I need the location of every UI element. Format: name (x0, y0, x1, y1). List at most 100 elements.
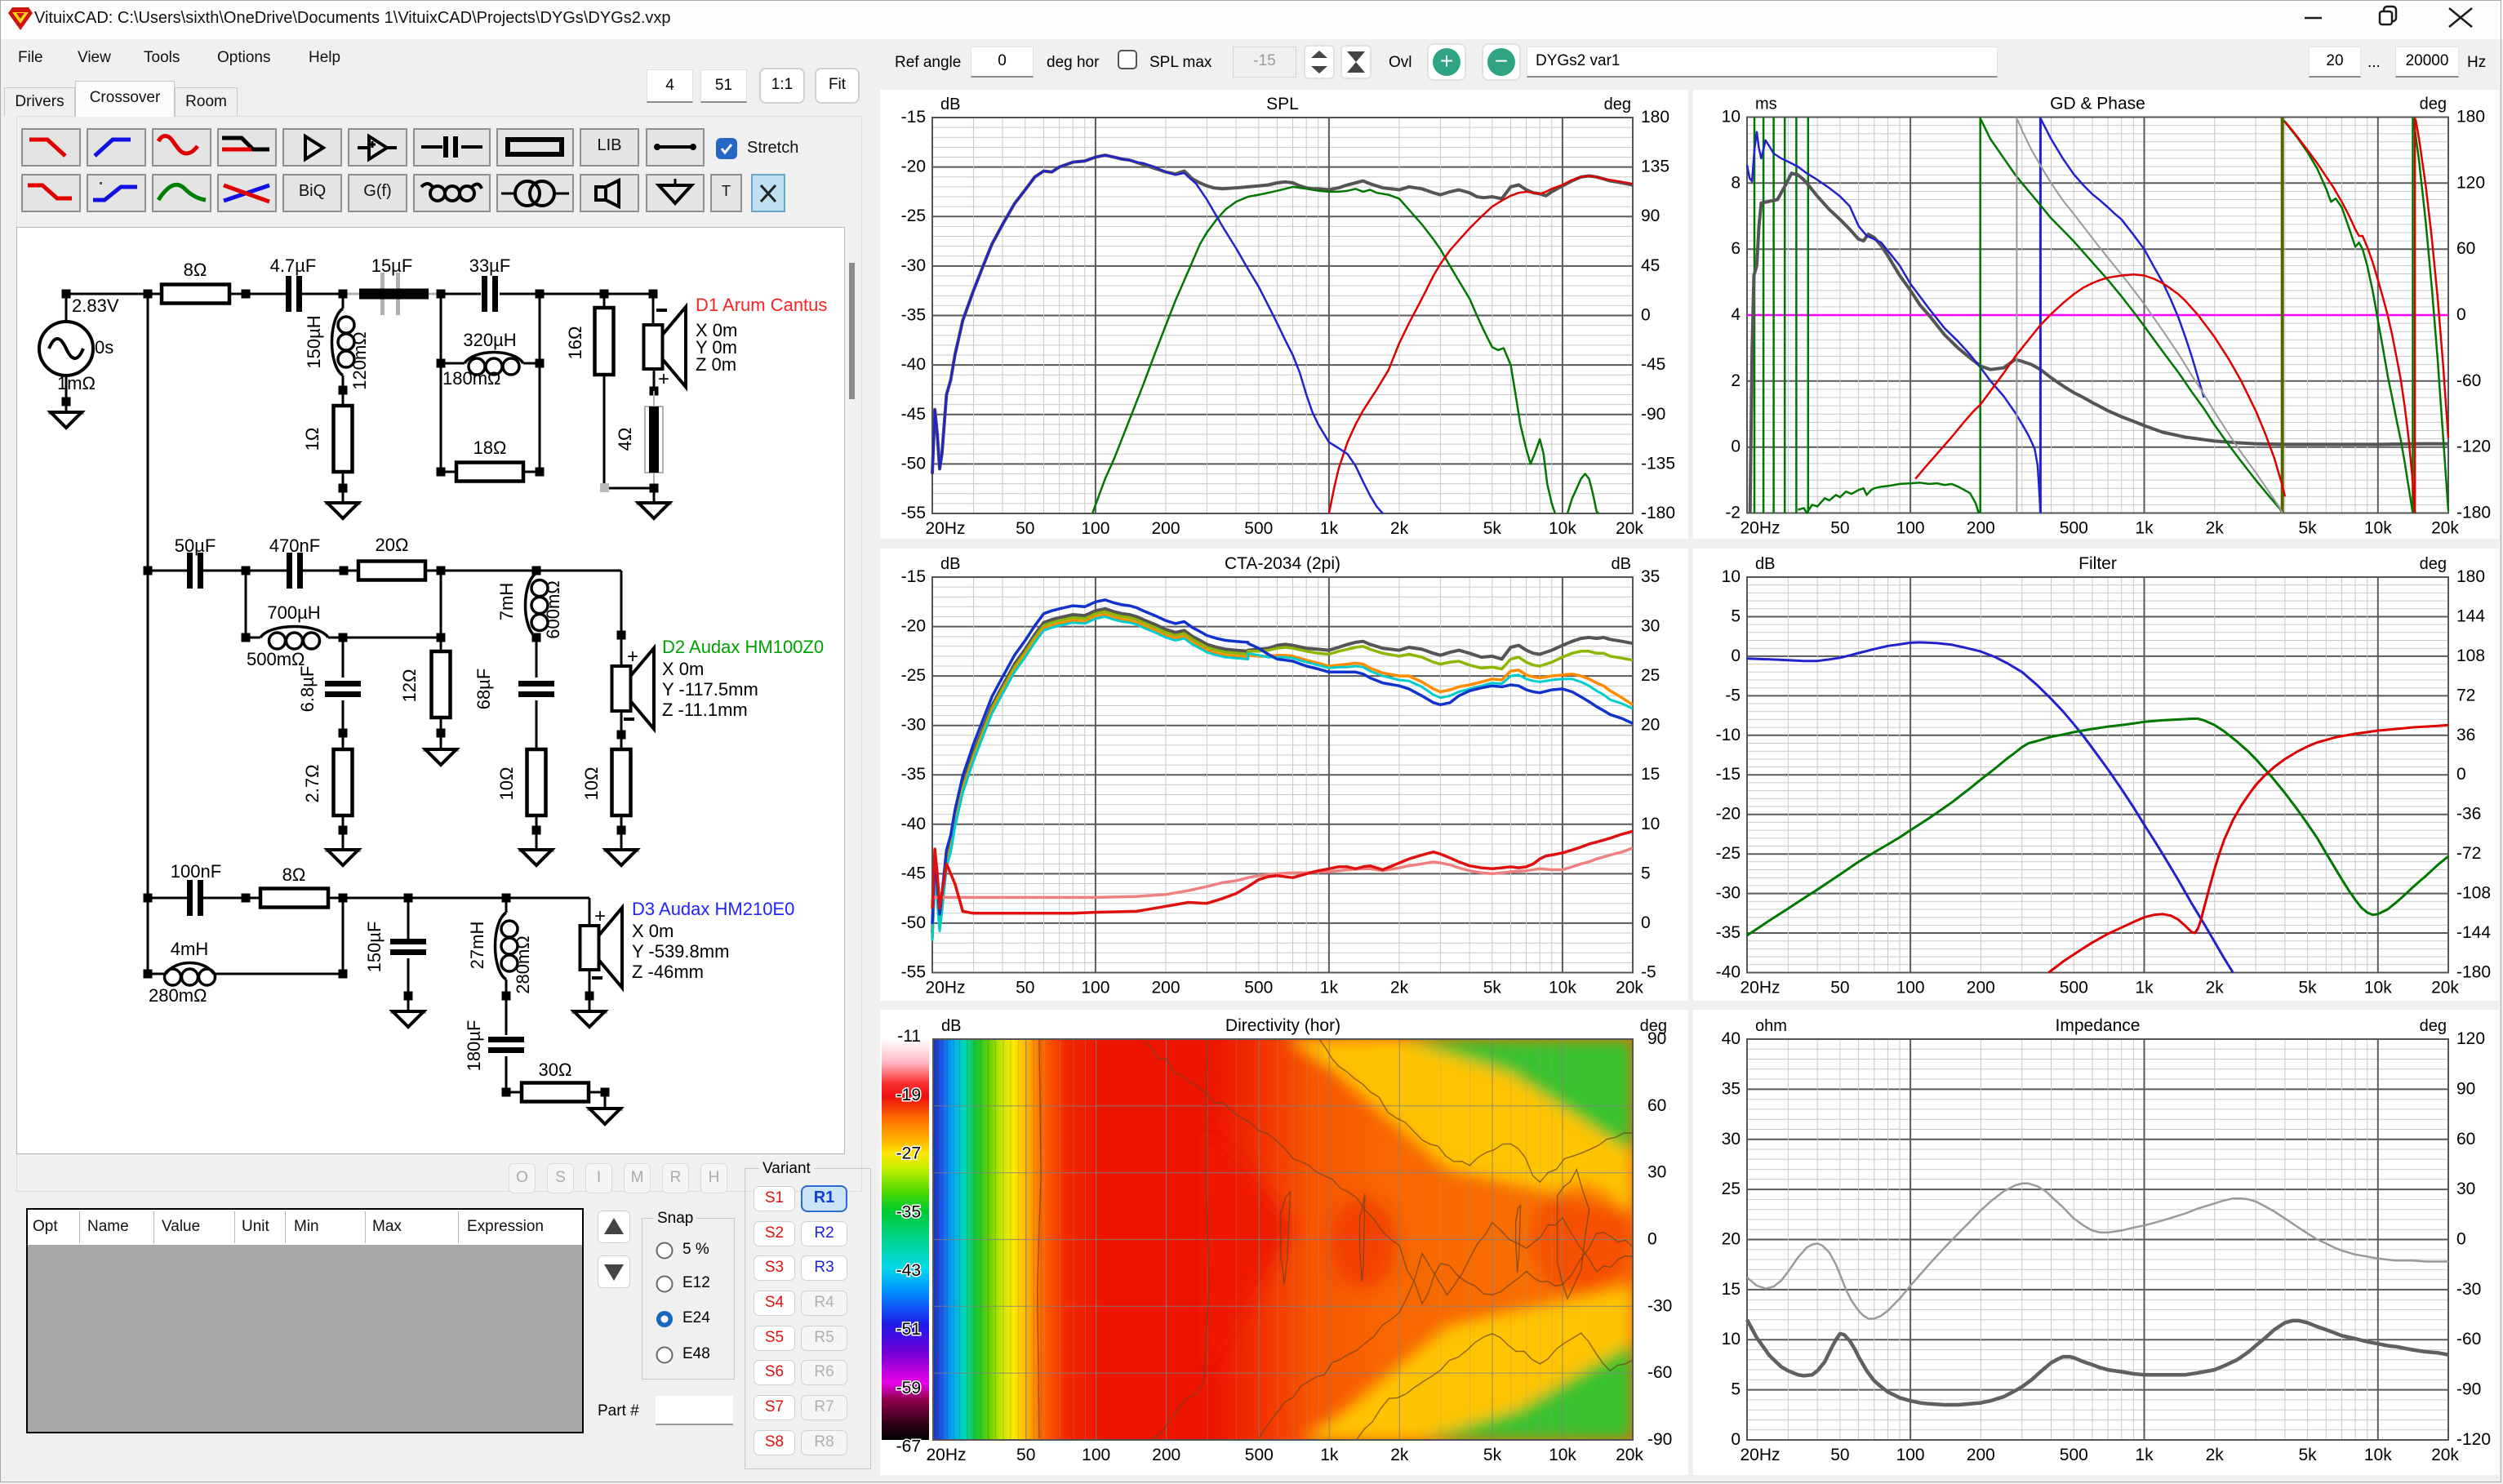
svg-text:-120: -120 (2456, 1430, 2491, 1449)
svg-text:10k: 10k (2364, 1446, 2392, 1464)
svg-text:Z 0m: Z 0m (696, 354, 736, 375)
svg-text:-35: -35 (1716, 923, 1741, 942)
svg-text:-15: -15 (901, 567, 926, 586)
svg-text:-36: -36 (2456, 805, 2481, 824)
svg-text:-90: -90 (2456, 1380, 2481, 1399)
svg-text:8Ω: 8Ω (282, 864, 306, 885)
svg-text:50: 50 (1016, 979, 1034, 997)
svg-text:200: 200 (1967, 1446, 1995, 1464)
svg-text:30: 30 (1647, 1163, 1666, 1182)
svg-text:-40: -40 (901, 815, 926, 833)
svg-text:1k: 1k (1320, 1446, 1339, 1464)
svg-text:8: 8 (1731, 173, 1741, 192)
svg-text:5k: 5k (1483, 519, 1502, 538)
svg-text:Z -46mm: Z -46mm (632, 962, 704, 982)
svg-text:135: 135 (1641, 158, 1669, 176)
svg-text:500mΩ: 500mΩ (247, 649, 305, 669)
svg-text:10: 10 (1722, 567, 1741, 586)
svg-text:10k: 10k (2364, 979, 2392, 997)
svg-text:-25: -25 (1716, 844, 1741, 863)
svg-text:280mΩ: 280mΩ (149, 985, 207, 1006)
svg-text:15µF: 15µF (371, 255, 413, 276)
svg-text:dB: dB (941, 1017, 961, 1035)
svg-text:5k: 5k (1483, 979, 1502, 997)
svg-text:500: 500 (1245, 1446, 1274, 1464)
svg-text:20k: 20k (1616, 519, 1643, 538)
svg-text:2k: 2k (2206, 519, 2225, 538)
svg-text:X 0m: X 0m (696, 320, 737, 340)
svg-text:120: 120 (2456, 173, 2485, 192)
svg-text:20: 20 (1722, 1230, 1741, 1249)
svg-text:5k: 5k (1483, 1446, 1502, 1464)
svg-text:20: 20 (1641, 716, 1660, 735)
svg-text:-40: -40 (1716, 963, 1741, 982)
svg-text:deg: deg (1604, 96, 1631, 113)
svg-text:2k: 2k (1390, 1446, 1409, 1464)
svg-text:10k: 10k (1549, 979, 1576, 997)
svg-text:25: 25 (1722, 1180, 1741, 1198)
svg-text:1k: 1k (2135, 1446, 2154, 1464)
svg-text:Y -117.5mm: Y -117.5mm (662, 679, 758, 700)
svg-text:0: 0 (1641, 306, 1651, 325)
svg-text:1k: 1k (1320, 519, 1339, 538)
svg-text:10Ω: 10Ω (581, 767, 602, 801)
svg-text:4: 4 (1731, 305, 1741, 324)
svg-text:5: 5 (1731, 1380, 1741, 1399)
svg-text:30: 30 (2456, 1180, 2475, 1198)
svg-text:dB: dB (1612, 555, 1631, 573)
svg-text:-67: -67 (896, 1437, 921, 1456)
svg-text:20k: 20k (2431, 519, 2459, 538)
svg-text:500: 500 (2060, 519, 2088, 538)
svg-text:100: 100 (1896, 1446, 1925, 1464)
svg-text:20Hz: 20Hz (926, 1446, 966, 1464)
svg-text:5k: 5k (2299, 519, 2318, 538)
svg-text:-25: -25 (901, 666, 926, 685)
svg-text:20Hz: 20Hz (1740, 1446, 1780, 1464)
svg-text:-180: -180 (2456, 504, 2491, 522)
svg-text:5: 5 (1731, 607, 1741, 626)
svg-text:30: 30 (1722, 1130, 1741, 1149)
svg-text:-60: -60 (2456, 371, 2481, 390)
svg-text:20Ω: 20Ω (376, 535, 409, 555)
svg-text:20k: 20k (2431, 979, 2459, 997)
svg-text:50: 50 (1830, 979, 1849, 997)
svg-text:deg: deg (2420, 1017, 2447, 1035)
svg-text:1mΩ: 1mΩ (57, 373, 96, 393)
svg-text:20Hz: 20Hz (925, 519, 965, 538)
svg-text:180: 180 (2456, 567, 2485, 586)
svg-text:-45: -45 (901, 864, 926, 882)
svg-text:D1 Arum Cantus: D1 Arum Cantus (696, 295, 827, 315)
svg-text:-180: -180 (2456, 963, 2491, 982)
svg-text:10: 10 (1722, 1330, 1741, 1348)
svg-text:0: 0 (2456, 1230, 2466, 1249)
svg-text:72: 72 (2456, 686, 2475, 704)
svg-text:6: 6 (1731, 239, 1741, 258)
svg-text:-35: -35 (901, 306, 926, 325)
svg-text:-20: -20 (1716, 805, 1741, 824)
svg-text:200: 200 (1967, 979, 1995, 997)
svg-text:-144: -144 (2456, 923, 2491, 942)
svg-text:40: 40 (1722, 1029, 1741, 1048)
svg-text:2k: 2k (1390, 519, 1409, 538)
svg-text:1k: 1k (1320, 979, 1339, 997)
svg-text:Y 0m: Y 0m (696, 337, 737, 358)
svg-text:33µF: 33µF (469, 255, 511, 276)
svg-text:2k: 2k (1390, 979, 1409, 997)
svg-text:10Ω: 10Ω (496, 767, 517, 801)
svg-text:30: 30 (1641, 617, 1660, 636)
svg-text:-27: -27 (896, 1144, 921, 1163)
svg-text:-40: -40 (901, 355, 926, 374)
svg-text:90: 90 (2456, 1079, 2475, 1098)
svg-text:5k: 5k (2299, 979, 2318, 997)
svg-text:-180: -180 (1641, 504, 1675, 522)
svg-text:500: 500 (1244, 519, 1273, 538)
svg-text:-2: -2 (1725, 504, 1741, 522)
svg-text:SPL: SPL (1266, 95, 1299, 113)
svg-text:25: 25 (1641, 666, 1660, 685)
svg-text:Y -539.8mm: Y -539.8mm (632, 941, 729, 962)
svg-text:15: 15 (1641, 765, 1660, 784)
svg-text:4mH: 4mH (171, 939, 208, 959)
svg-text:50µF: 50µF (175, 535, 216, 556)
svg-text:10: 10 (1722, 108, 1741, 127)
svg-text:30Ω: 30Ω (539, 1060, 572, 1080)
